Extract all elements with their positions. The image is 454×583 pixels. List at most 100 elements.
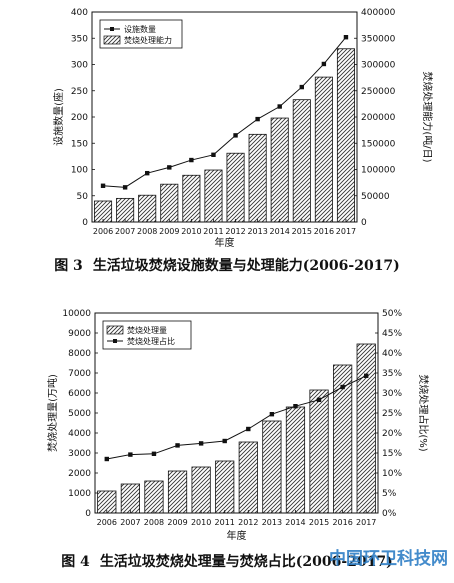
x-tick-label: 2011 xyxy=(215,518,235,527)
figure-facility-capacity: 0 50 100 150 200 250 300 350 400 0 50000 100000 1500… xyxy=(0,8,454,275)
figure-volume-share: 0 1000 2000 3000 4000 5000 6000 7000 8000 9000 100… xyxy=(0,300,454,583)
x-tick-label: 2017 xyxy=(336,227,356,236)
x-tick-label: 2013 xyxy=(262,518,282,527)
right-tick-label: 15% xyxy=(382,449,402,459)
line-point-2015 xyxy=(299,84,304,90)
x-tick-label: 2016 xyxy=(332,518,352,527)
right-axis-title: 焚烧处理能力(吨/日) xyxy=(421,71,434,162)
left-tick-label: 350 xyxy=(71,34,88,44)
bar-2006 xyxy=(94,200,113,223)
line-point-2016 xyxy=(321,61,327,67)
line-point-2007 xyxy=(122,185,128,190)
line-point-2017 xyxy=(364,373,369,378)
bar-2017 xyxy=(356,343,376,514)
bar-2011 xyxy=(204,169,223,223)
bar-2012 xyxy=(226,152,245,223)
bar-2008 xyxy=(138,194,157,223)
line-point-2008 xyxy=(145,170,150,176)
bar-2014 xyxy=(285,406,306,514)
x-tick-label: 2007 xyxy=(115,227,135,236)
right-tick-label: 50000 xyxy=(361,192,390,202)
legend-label: 设施数量 xyxy=(124,24,156,34)
x-axis-title: 年度 xyxy=(227,529,247,542)
line-point-2009 xyxy=(167,165,172,170)
figure-3-caption: 图 3 生活垃圾焚烧设施数量与处理能力(2006-2017) xyxy=(0,255,454,275)
left-tick-label: 2000 xyxy=(68,469,91,479)
bar-2006 xyxy=(97,490,117,514)
x-tick-label: 2015 xyxy=(309,518,329,527)
line-point-2016 xyxy=(340,384,345,390)
bar-2008 xyxy=(144,480,164,514)
line-point-2017 xyxy=(343,35,349,40)
legend-line-marker xyxy=(113,339,117,343)
x-tick-label: 2015 xyxy=(292,227,312,236)
left-tick-label: 3000 xyxy=(68,449,91,459)
bar-2007 xyxy=(116,197,135,223)
x-tick-label: 2009 xyxy=(167,518,187,527)
x-tick-label: 2008 xyxy=(144,518,164,527)
left-tick-label: 50 xyxy=(77,192,89,202)
bar-2015 xyxy=(292,99,311,223)
caption-text: 生活垃圾焚烧处理量与焚烧占比(2006-2017) xyxy=(99,554,393,570)
x-tick-label: 2016 xyxy=(314,227,334,236)
left-tick-label: 100 xyxy=(71,166,88,176)
bar-2015 xyxy=(309,389,329,514)
chart-volume-share: 0 1000 2000 3000 4000 5000 6000 7000 8000 9000 100… xyxy=(46,309,430,542)
bar-2009 xyxy=(160,183,179,223)
right-tick-label: 350000 xyxy=(361,34,396,44)
chart-facility-capacity: 0 50 100 150 200 250 300 350 400 0 50000 100000 1500… xyxy=(52,8,434,249)
right-tick-label: 40% xyxy=(382,349,402,359)
right-tick-label: 100000 xyxy=(361,166,396,176)
bar-2009 xyxy=(167,470,188,514)
right-tick-label: 0% xyxy=(382,509,397,519)
x-tick-label: 2014 xyxy=(285,518,305,527)
line-point-2013 xyxy=(269,412,275,417)
right-tick-label: 250000 xyxy=(361,87,396,97)
left-tick-label: 8000 xyxy=(68,349,91,359)
left-tick-label: 6000 xyxy=(68,389,91,399)
left-tick-label: 1000 xyxy=(68,489,91,499)
line-point-2008 xyxy=(151,451,157,456)
bar-2016 xyxy=(314,76,333,223)
left-tick-label: 150 xyxy=(71,139,88,149)
x-tick-label: 2006 xyxy=(97,518,117,527)
line-point-2012 xyxy=(233,133,238,138)
left-tick-label: 300 xyxy=(71,61,88,71)
x-tick-label: 2007 xyxy=(120,518,140,527)
bar-2011 xyxy=(215,460,235,514)
line-point-2013 xyxy=(255,116,260,122)
bar-2010 xyxy=(182,174,201,223)
left-tick-label: 5000 xyxy=(68,409,91,419)
x-tick-label: 2009 xyxy=(159,227,179,236)
line-point-2006 xyxy=(100,183,106,188)
left-tick-label: 400 xyxy=(71,8,88,18)
line-series-2 xyxy=(106,375,367,460)
line-point-2006 xyxy=(104,456,109,462)
caption-text: 生活垃圾焚烧设施数量与处理能力(2006-2017) xyxy=(92,258,400,274)
caption-number: 图 3 xyxy=(54,258,83,274)
right-tick-label: 50% xyxy=(382,309,402,319)
bar-2017 xyxy=(336,48,355,223)
line-point-2011 xyxy=(222,438,227,444)
bar-2010 xyxy=(191,466,211,514)
line-point-2011 xyxy=(211,152,216,157)
x-tick-label: 2017 xyxy=(356,518,376,527)
x-tick-label: 2013 xyxy=(247,227,267,236)
line-point-2012 xyxy=(246,426,251,432)
left-tick-label: 200 xyxy=(71,113,88,123)
right-tick-label: 10% xyxy=(382,469,402,479)
x-tick-label: 2010 xyxy=(181,227,201,236)
right-tick-label: 25% xyxy=(382,409,402,419)
right-tick-label: 150000 xyxy=(361,139,396,149)
left-tick-label: 10000 xyxy=(62,309,91,319)
left-tick-label: 250 xyxy=(71,87,88,97)
bar-2007 xyxy=(120,483,140,514)
line-series-1 xyxy=(103,36,347,188)
legend-label: 焚烧处理量 xyxy=(127,325,167,335)
line-point-2010 xyxy=(189,157,194,163)
bar-2012 xyxy=(238,441,258,514)
x-axis-title: 年度 xyxy=(215,236,235,249)
right-tick-label: 300000 xyxy=(361,61,396,71)
right-tick-label: 0 xyxy=(361,218,367,228)
x-tick-label: 2012 xyxy=(225,227,245,236)
